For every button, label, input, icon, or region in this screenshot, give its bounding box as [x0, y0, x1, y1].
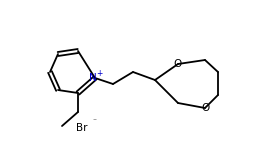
Text: Br: Br — [76, 123, 88, 133]
Text: N: N — [89, 73, 97, 83]
Text: ⁻: ⁻ — [92, 117, 96, 125]
Text: O: O — [174, 59, 182, 69]
Text: +: + — [96, 69, 102, 79]
Text: O: O — [201, 103, 209, 113]
